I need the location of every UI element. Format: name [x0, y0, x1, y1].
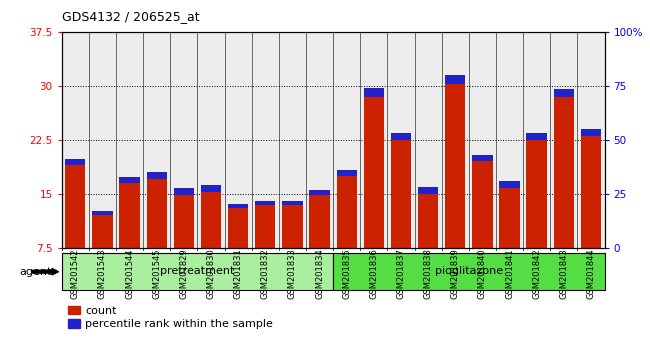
- Bar: [309, 195, 330, 248]
- Text: GSM201542: GSM201542: [71, 249, 80, 299]
- Bar: [174, 195, 194, 248]
- Text: agent: agent: [20, 267, 52, 277]
- Bar: [580, 136, 601, 248]
- Bar: [499, 181, 520, 188]
- Bar: [146, 172, 167, 179]
- Bar: [363, 88, 384, 97]
- Bar: [496, 32, 523, 248]
- Bar: [65, 159, 86, 165]
- Text: GSM201844: GSM201844: [586, 249, 595, 299]
- Bar: [469, 32, 496, 248]
- Bar: [201, 192, 221, 248]
- Bar: [523, 32, 551, 248]
- Bar: [143, 32, 170, 248]
- Bar: [62, 253, 333, 290]
- Bar: [92, 211, 112, 215]
- Bar: [89, 32, 116, 248]
- Bar: [255, 205, 276, 248]
- Bar: [445, 84, 465, 248]
- Bar: [333, 32, 360, 248]
- Text: GSM201543: GSM201543: [98, 249, 107, 299]
- Bar: [92, 215, 112, 248]
- Text: GDS4132 / 206525_at: GDS4132 / 206525_at: [62, 10, 200, 23]
- Bar: [526, 133, 547, 140]
- Text: GSM201841: GSM201841: [505, 249, 514, 299]
- Text: GSM201544: GSM201544: [125, 249, 134, 299]
- Bar: [337, 170, 357, 176]
- Bar: [65, 165, 86, 248]
- Bar: [360, 32, 387, 248]
- Bar: [499, 188, 520, 248]
- Text: GSM201545: GSM201545: [152, 249, 161, 299]
- Text: GSM201831: GSM201831: [233, 249, 242, 299]
- Bar: [228, 204, 248, 208]
- Bar: [418, 194, 438, 248]
- Bar: [418, 187, 438, 194]
- Bar: [337, 176, 357, 248]
- Text: GSM201843: GSM201843: [559, 249, 568, 299]
- Text: GSM201830: GSM201830: [207, 249, 216, 299]
- Text: pretreatment: pretreatment: [161, 266, 235, 276]
- Text: GSM201840: GSM201840: [478, 249, 487, 299]
- Bar: [472, 155, 493, 161]
- Bar: [306, 32, 333, 248]
- Bar: [198, 32, 225, 248]
- Bar: [387, 32, 415, 248]
- Bar: [170, 32, 198, 248]
- Text: GSM201835: GSM201835: [342, 249, 351, 299]
- Bar: [577, 32, 605, 248]
- Bar: [333, 253, 604, 290]
- Bar: [445, 75, 465, 84]
- Bar: [472, 161, 493, 248]
- Bar: [391, 140, 411, 248]
- Bar: [363, 97, 384, 248]
- Bar: [554, 90, 574, 97]
- Bar: [62, 32, 89, 248]
- Bar: [255, 201, 276, 205]
- Bar: [201, 185, 221, 192]
- Bar: [554, 97, 574, 248]
- Text: GSM201833: GSM201833: [288, 249, 297, 299]
- Text: GSM201838: GSM201838: [424, 249, 433, 299]
- Bar: [252, 32, 279, 248]
- Bar: [116, 32, 143, 248]
- Bar: [120, 183, 140, 248]
- Bar: [120, 177, 140, 183]
- Bar: [526, 140, 547, 248]
- Bar: [174, 188, 194, 195]
- Text: GSM201842: GSM201842: [532, 249, 541, 299]
- Bar: [282, 201, 303, 205]
- Bar: [309, 190, 330, 195]
- Text: GSM201839: GSM201839: [450, 249, 460, 299]
- Bar: [580, 129, 601, 136]
- Bar: [391, 133, 411, 140]
- Bar: [282, 205, 303, 248]
- Bar: [279, 32, 306, 248]
- Text: pioglitazone: pioglitazone: [435, 266, 503, 276]
- Bar: [442, 32, 469, 248]
- Bar: [228, 208, 248, 248]
- Legend: count, percentile rank within the sample: count, percentile rank within the sample: [68, 305, 274, 331]
- Bar: [415, 32, 442, 248]
- Text: GSM201836: GSM201836: [369, 249, 378, 299]
- Bar: [225, 32, 252, 248]
- Text: GSM201837: GSM201837: [396, 249, 406, 299]
- Text: GSM201834: GSM201834: [315, 249, 324, 299]
- Bar: [550, 32, 577, 248]
- Bar: [146, 179, 167, 248]
- Text: GSM201829: GSM201829: [179, 249, 188, 299]
- Text: GSM201832: GSM201832: [261, 249, 270, 299]
